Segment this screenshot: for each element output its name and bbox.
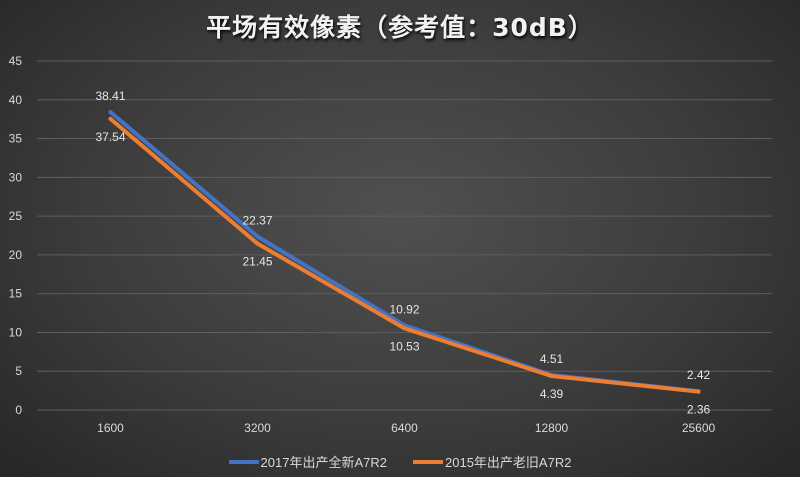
data-label: 4.39: [540, 387, 564, 401]
y-tick-label: 5: [15, 364, 22, 378]
data-label: 10.92: [389, 302, 419, 316]
y-tick-label: 0: [15, 403, 22, 417]
y-tick-label: 35: [9, 132, 23, 146]
legend-label: 2017年出产全新A7R2: [260, 455, 387, 470]
data-point: [549, 373, 554, 378]
y-tick-label: 45: [9, 54, 23, 68]
data-point: [402, 326, 407, 331]
y-tick-label: 25: [9, 209, 23, 223]
data-label: 21.45: [242, 255, 272, 269]
legend: 2017年出产全新A7R2 2015年出产老旧A7R2: [0, 452, 800, 471]
chart-title: 平场有效像素（参考值：30dB）: [206, 13, 594, 42]
legend-swatch-blue: [228, 459, 259, 464]
data-label: 10.53: [389, 339, 419, 353]
y-tick-label: 30: [9, 170, 23, 184]
x-tick-label: 3200: [244, 421, 271, 435]
data-label: 22.37: [242, 214, 272, 228]
data-label: 2.36: [687, 403, 711, 417]
y-tick-label: 10: [9, 325, 23, 339]
legend-label: 2015年出产老旧A7R2: [445, 455, 572, 470]
y-tick-label: 20: [9, 248, 23, 262]
data-label: 4.51: [540, 352, 564, 366]
x-tick-label: 25600: [682, 421, 716, 435]
legend-swatch-orange: [413, 459, 443, 464]
x-tick-label: 12800: [535, 421, 569, 435]
data-label: 2.42: [687, 368, 711, 382]
data-point: [255, 234, 260, 239]
legend-item-2015[interactable]: 2015年出产老旧A7R2: [413, 452, 571, 471]
data-label: 38.41: [95, 89, 125, 103]
data-label: 37.54: [95, 130, 125, 144]
data-point: [255, 241, 260, 246]
x-tick-label: 6400: [391, 421, 418, 435]
y-tick-label: 40: [9, 93, 23, 107]
data-point: [108, 110, 113, 115]
data-point: [696, 389, 701, 394]
y-tick-label: 15: [9, 287, 23, 301]
legend-item-2017[interactable]: 2017年出产全新A7R2: [228, 452, 387, 471]
x-tick-label: 1600: [97, 421, 124, 435]
data-point: [108, 116, 113, 121]
